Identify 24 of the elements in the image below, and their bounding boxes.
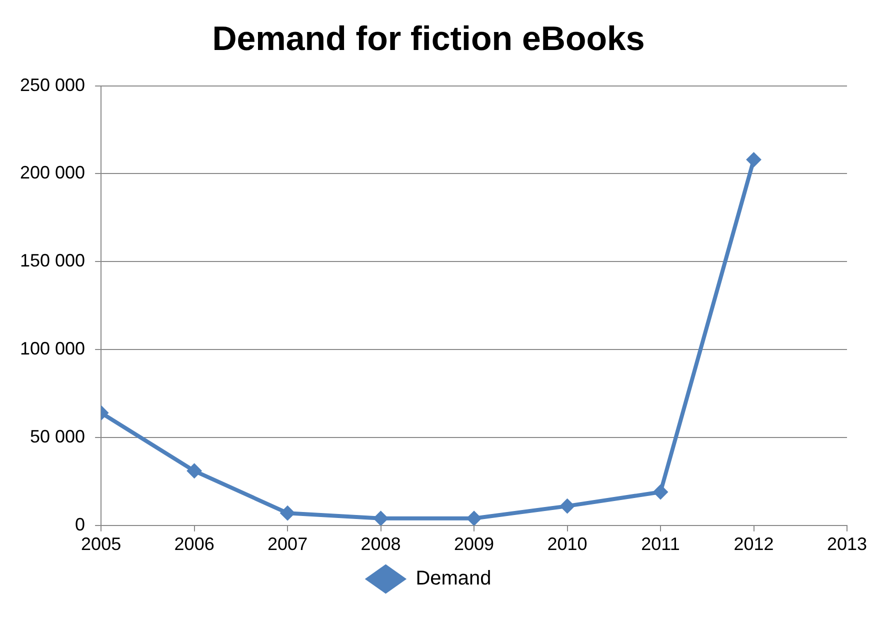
y-tick-label: 0 [75, 514, 86, 534]
legend-label: Demand [416, 568, 492, 590]
x-tick-label: 2009 [454, 534, 494, 554]
point [186, 463, 202, 478]
point [466, 510, 482, 526]
x-tick-label: 2010 [547, 534, 588, 554]
point [560, 498, 575, 514]
x-tick-label: 2008 [360, 534, 401, 554]
point [373, 510, 388, 526]
x-tick-label: 2007 [268, 534, 308, 554]
x-tick-label: 2013 [826, 534, 868, 554]
y-tick-label: 250 000 [20, 74, 86, 95]
y-tick-label: 100 000 [20, 338, 86, 359]
x-tick-label: 2012 [734, 534, 774, 554]
x-tick-label: 2006 [174, 534, 214, 554]
x-tick-label: 2011 [641, 534, 680, 554]
y-tick-label: 50 000 [30, 426, 86, 446]
point [653, 484, 668, 500]
point [746, 152, 762, 168]
point [280, 506, 296, 521]
x-tick-label: 2005 [81, 534, 122, 554]
chart-title: Demand for fiction eBooks [212, 20, 645, 58]
y-tick-label: 150 000 [20, 250, 86, 271]
y-tick-label: 200 000 [20, 162, 86, 183]
